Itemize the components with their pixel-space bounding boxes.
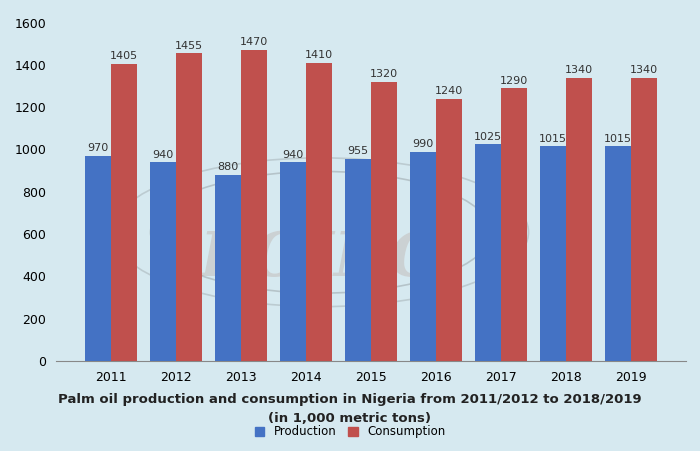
Text: 1455: 1455 bbox=[175, 41, 203, 51]
Text: 1340: 1340 bbox=[630, 65, 659, 75]
Text: 990: 990 bbox=[412, 139, 434, 149]
Text: 1290: 1290 bbox=[500, 76, 528, 86]
Bar bbox=[566, 78, 592, 361]
Text: 1410: 1410 bbox=[305, 50, 333, 60]
Bar bbox=[150, 162, 176, 361]
Text: DOING: DOING bbox=[199, 229, 442, 290]
Bar bbox=[176, 53, 202, 361]
Bar bbox=[85, 156, 111, 361]
Bar bbox=[606, 146, 631, 361]
Bar bbox=[410, 152, 436, 361]
Text: 940: 940 bbox=[282, 150, 304, 160]
Text: 880: 880 bbox=[217, 162, 239, 172]
Bar bbox=[540, 146, 566, 361]
Text: 955: 955 bbox=[347, 147, 368, 156]
Text: 1320: 1320 bbox=[370, 69, 398, 79]
Text: 970: 970 bbox=[87, 143, 108, 153]
Bar bbox=[241, 50, 267, 361]
Legend: Production, Consumption: Production, Consumption bbox=[250, 420, 450, 443]
Bar bbox=[501, 88, 527, 361]
Bar bbox=[306, 63, 332, 361]
Bar bbox=[280, 162, 306, 361]
Text: 1025: 1025 bbox=[474, 132, 502, 142]
Bar bbox=[111, 64, 136, 361]
Text: 1015: 1015 bbox=[539, 133, 567, 144]
Text: 1015: 1015 bbox=[604, 133, 632, 144]
Text: 940: 940 bbox=[152, 150, 174, 160]
Text: (in 1,000 metric tons): (in 1,000 metric tons) bbox=[269, 412, 431, 425]
Text: Palm oil production and consumption in Nigeria from 2011/2012 to 2018/2019: Palm oil production and consumption in N… bbox=[58, 393, 642, 405]
Text: 1470: 1470 bbox=[239, 37, 268, 47]
Bar bbox=[345, 159, 371, 361]
Text: 1405: 1405 bbox=[110, 51, 138, 61]
Bar bbox=[371, 82, 397, 361]
Bar bbox=[631, 78, 657, 361]
Text: 1240: 1240 bbox=[435, 86, 463, 96]
Text: DOING: DOING bbox=[199, 229, 442, 290]
Bar bbox=[215, 175, 241, 361]
Bar bbox=[475, 144, 501, 361]
Text: 1340: 1340 bbox=[565, 65, 594, 75]
Bar bbox=[436, 99, 462, 361]
